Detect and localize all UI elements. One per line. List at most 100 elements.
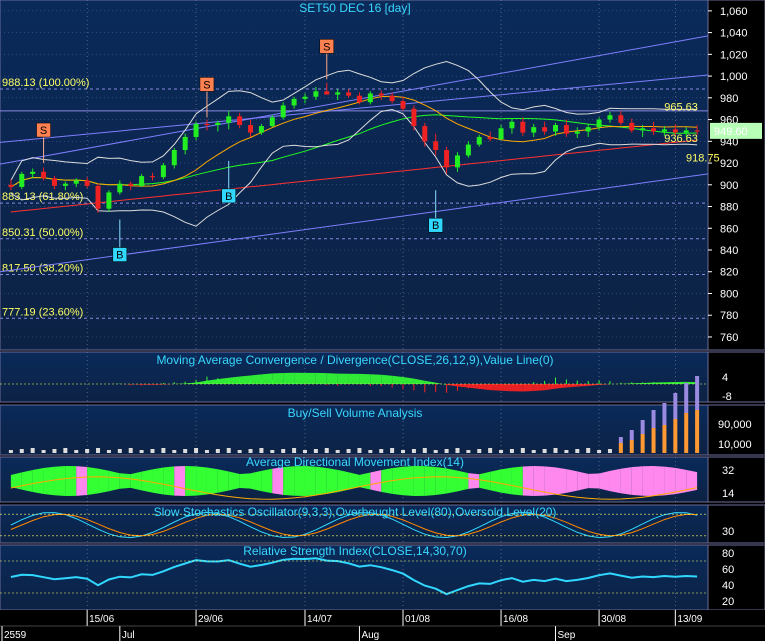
volume-bar-buy bbox=[150, 449, 155, 453]
candle-body bbox=[411, 108, 417, 127]
fib-label: 777.19 (23.60%) bbox=[2, 306, 83, 318]
adx-area bbox=[381, 468, 393, 494]
adx-area bbox=[522, 466, 534, 496]
adx-area bbox=[664, 466, 676, 496]
candle-body bbox=[8, 184, 14, 187]
macd-area bbox=[381, 374, 393, 384]
adx-area bbox=[457, 470, 469, 492]
candle-body bbox=[629, 122, 635, 131]
candle-body bbox=[389, 95, 395, 102]
volume-bar-buy bbox=[63, 448, 68, 453]
date-label: 16/08 bbox=[503, 614, 528, 625]
fib-label: 883.13 (61.80%) bbox=[2, 191, 83, 203]
macd-area bbox=[337, 373, 349, 384]
volume-bar-sell bbox=[640, 420, 645, 434]
macd-area bbox=[315, 372, 327, 384]
ma-short-line bbox=[10, 95, 698, 188]
adx-area bbox=[163, 466, 175, 496]
macd-area bbox=[555, 384, 567, 389]
macd-area bbox=[217, 377, 229, 384]
candle-body bbox=[422, 126, 428, 142]
volume-bar-buy bbox=[204, 450, 209, 453]
stoch-d-line bbox=[10, 513, 698, 537]
volume-bar-buy bbox=[695, 410, 700, 453]
macd-area bbox=[468, 384, 480, 389]
candle-body bbox=[607, 115, 613, 120]
candle-body bbox=[585, 127, 591, 132]
volume-bar-buy bbox=[302, 450, 307, 453]
price-tick-label: 980 bbox=[720, 93, 738, 105]
volume-bar-buy bbox=[564, 450, 569, 453]
candle-body bbox=[193, 123, 199, 137]
volume-bar-buy bbox=[237, 450, 242, 453]
adx-area bbox=[348, 472, 360, 490]
axis-bg-0 bbox=[707, 0, 765, 351]
volume-bar-buy bbox=[368, 450, 373, 453]
adx-area bbox=[87, 467, 99, 495]
macd-area bbox=[588, 384, 600, 386]
chart-title: SET50 DEC 16 [day] bbox=[299, 1, 410, 15]
adx-area bbox=[315, 466, 327, 496]
candle-body bbox=[149, 176, 155, 178]
macd-area bbox=[522, 384, 534, 392]
volume-bar-buy bbox=[684, 413, 689, 453]
adx-area bbox=[544, 466, 556, 496]
candle-body bbox=[106, 192, 112, 209]
candle-body bbox=[520, 121, 526, 133]
price-tick-label: 820 bbox=[720, 267, 738, 279]
price-tick-label: 940 bbox=[720, 136, 738, 148]
candle-body bbox=[73, 180, 79, 184]
macd-area bbox=[403, 377, 414, 384]
adx-area bbox=[304, 466, 316, 496]
buy-signal-box bbox=[221, 188, 236, 204]
buy-signal-label: B bbox=[432, 220, 439, 232]
date-label: 15/06 bbox=[89, 614, 114, 625]
candle-body bbox=[302, 96, 308, 99]
volume-bar-buy bbox=[422, 448, 427, 453]
adx-area bbox=[653, 466, 665, 496]
macd-area bbox=[424, 380, 436, 384]
macd-area bbox=[664, 381, 676, 384]
adx-area bbox=[10, 472, 22, 490]
sell-signal-label: S bbox=[323, 41, 330, 53]
macd-area bbox=[653, 382, 665, 384]
sell-signal-label: S bbox=[203, 79, 210, 91]
fib-label: 817.50 (38.20%) bbox=[2, 262, 83, 274]
adx-area bbox=[370, 470, 382, 492]
macd-area bbox=[413, 378, 425, 384]
volume-bar-buy bbox=[575, 449, 580, 453]
adx-area bbox=[261, 468, 273, 494]
adx-area bbox=[206, 467, 218, 495]
macd-area bbox=[261, 373, 273, 384]
candle-body bbox=[553, 125, 559, 132]
volume-bar-buy bbox=[673, 419, 678, 453]
buy-signal-label: B bbox=[116, 250, 123, 262]
volume-bar-buy bbox=[509, 449, 514, 453]
adx-area bbox=[413, 466, 425, 496]
adx-line bbox=[10, 476, 698, 500]
volume-bar-buy bbox=[346, 449, 351, 453]
rsi-tick-label: 40 bbox=[722, 580, 734, 592]
macd-area bbox=[239, 375, 251, 384]
macd-panel-title: Moving Average Convergence / Divergence(… bbox=[156, 353, 553, 367]
candle-body bbox=[30, 171, 36, 174]
adx-area bbox=[675, 467, 687, 495]
volume-bar-buy bbox=[248, 449, 253, 453]
price-tick-label: 920 bbox=[720, 158, 738, 170]
ma-long-line bbox=[10, 139, 698, 213]
stoch-tick-label: 30 bbox=[722, 526, 734, 538]
price-tick-label: 760 bbox=[720, 332, 738, 344]
fib-label: 850.31 (50.00%) bbox=[2, 227, 83, 239]
volume-bar-buy bbox=[117, 449, 122, 453]
macd-area bbox=[392, 375, 404, 384]
adx-area bbox=[54, 466, 66, 496]
volume-bar-buy bbox=[335, 450, 340, 453]
macd-area bbox=[446, 384, 458, 387]
price-tick-label: 900 bbox=[720, 180, 738, 192]
candle-body bbox=[258, 126, 264, 133]
candle-body bbox=[204, 123, 210, 125]
volume-bar-buy bbox=[542, 449, 547, 453]
candle-body bbox=[444, 150, 450, 168]
